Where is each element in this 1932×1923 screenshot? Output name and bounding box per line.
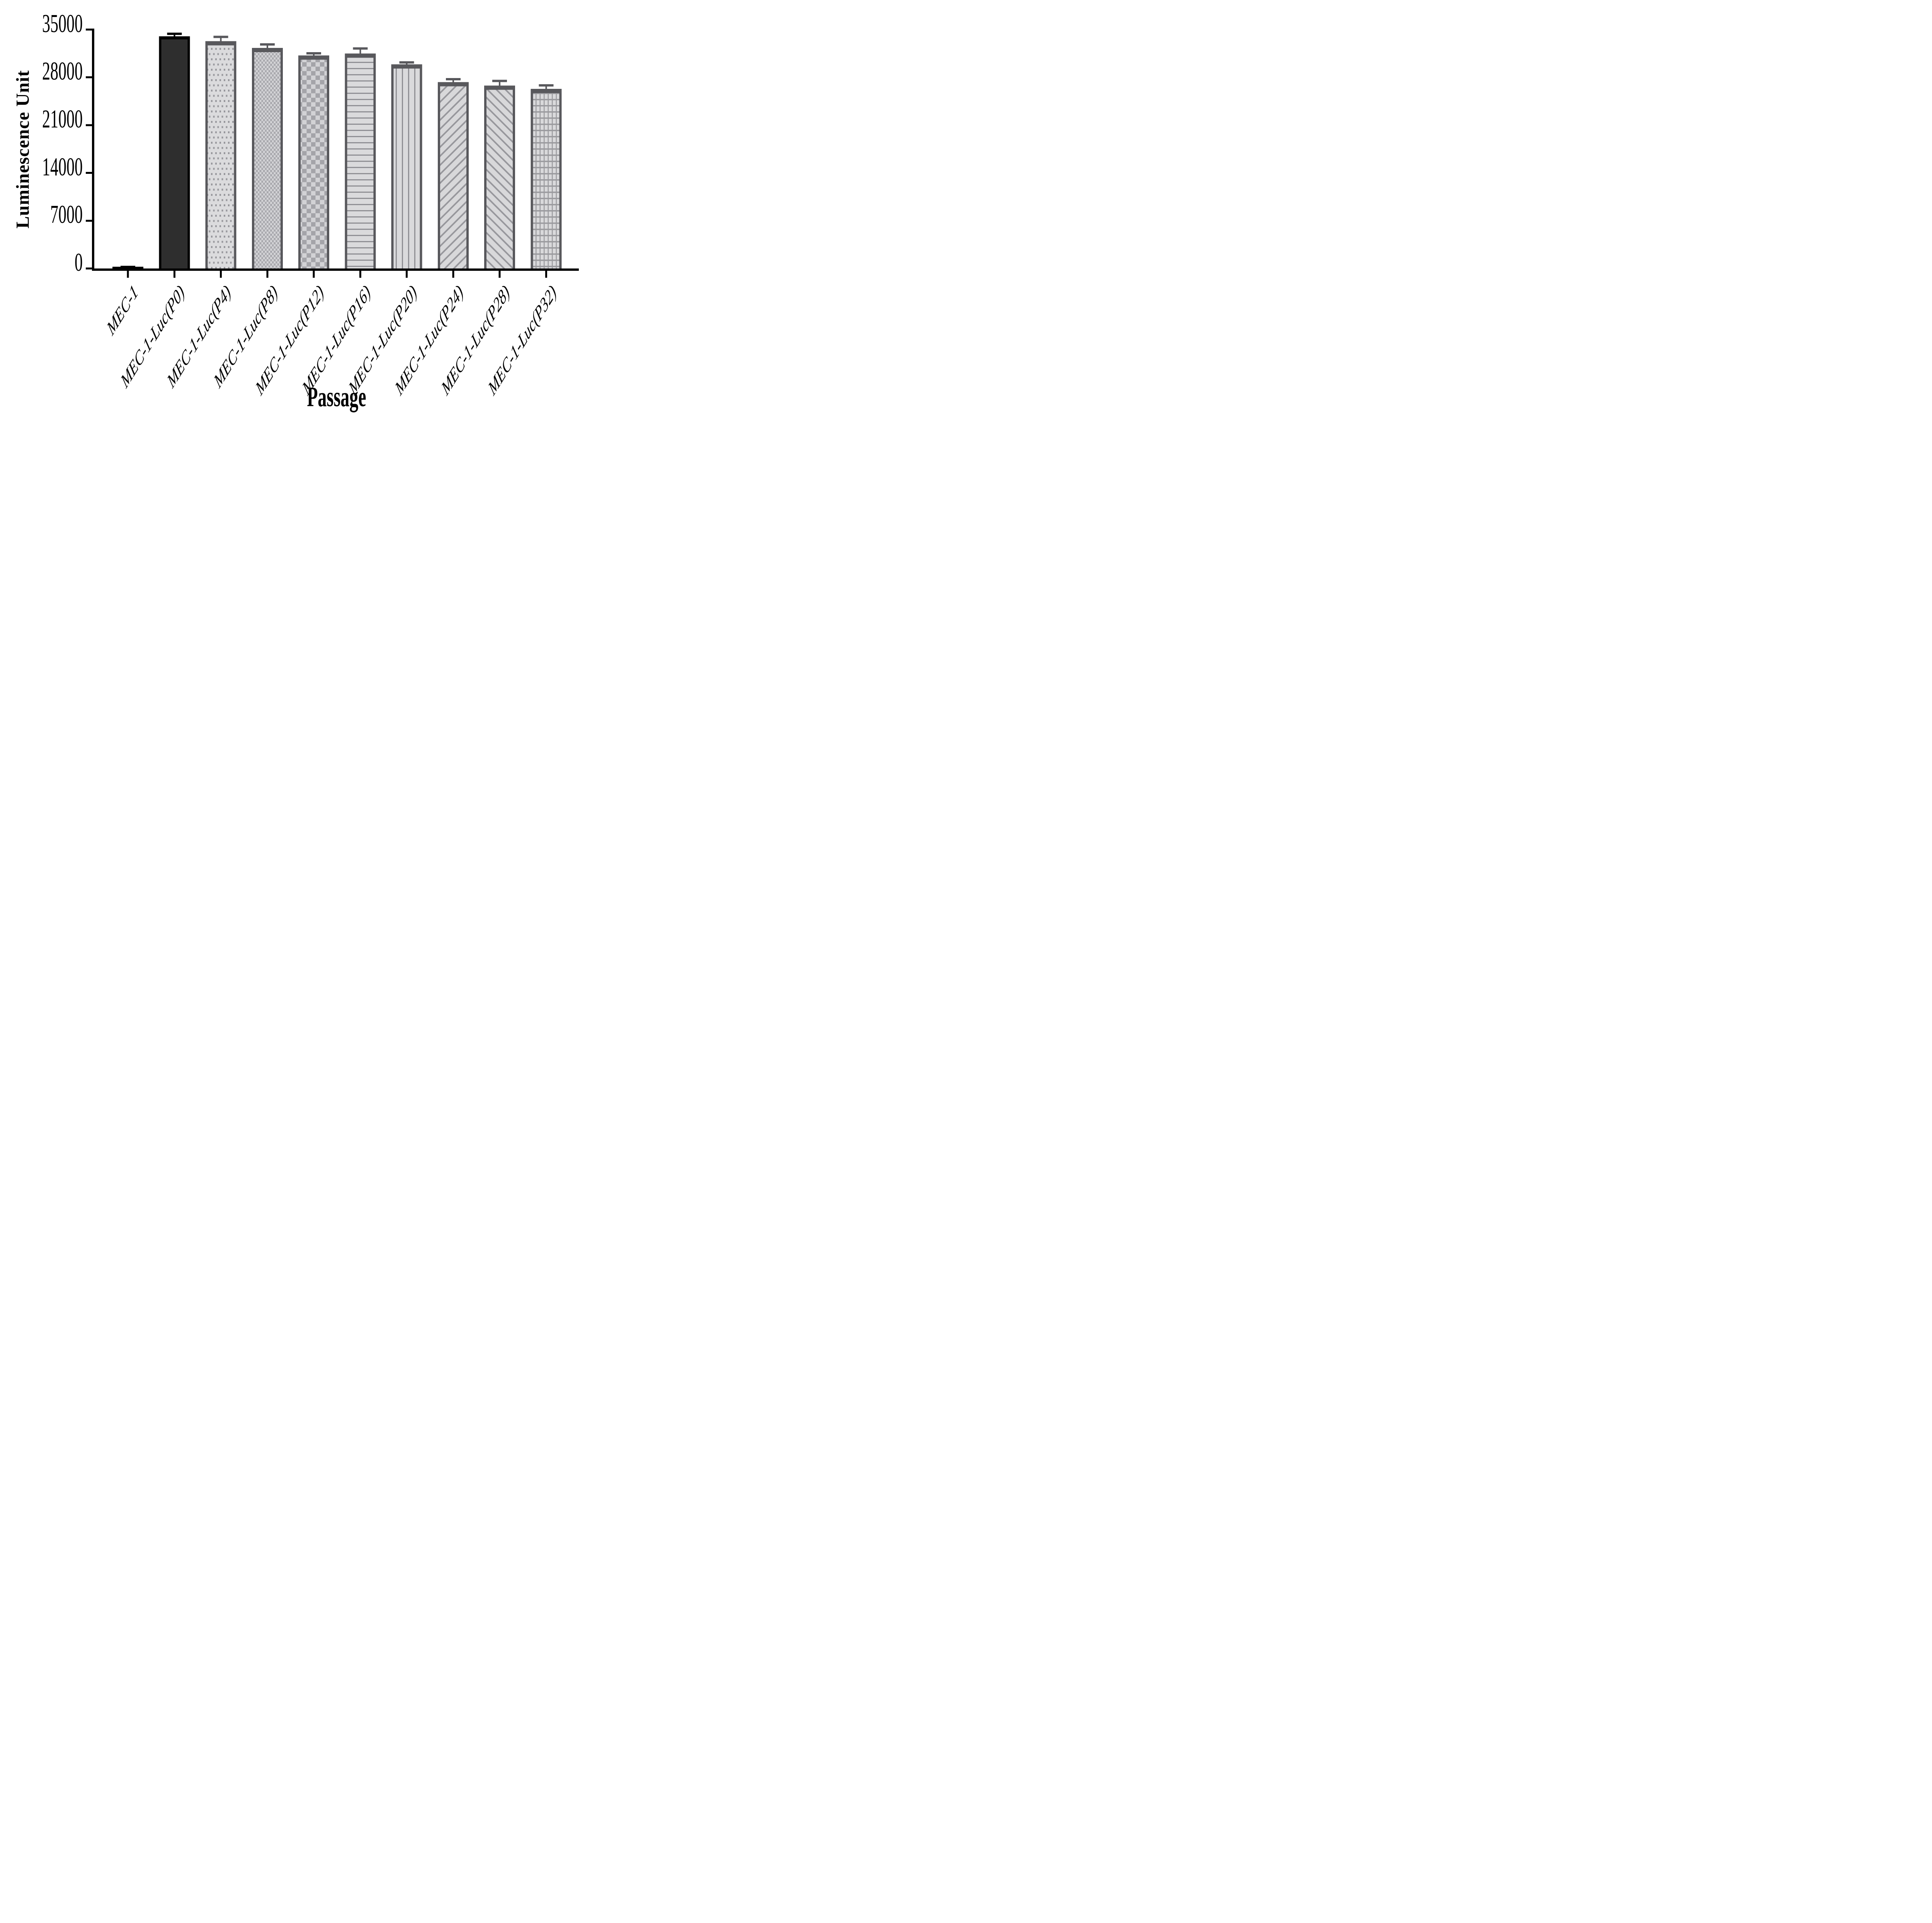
x-tick bbox=[545, 271, 547, 278]
bar-border-left bbox=[252, 48, 254, 268]
bar-border-left bbox=[298, 55, 301, 268]
error-bar-line bbox=[545, 85, 547, 91]
bar-border-left bbox=[437, 82, 440, 268]
error-bar-line bbox=[359, 48, 361, 55]
bar-group-MEC-1 bbox=[112, 265, 144, 268]
error-bar-cap bbox=[539, 84, 554, 87]
x-tick bbox=[313, 271, 315, 278]
error-bar-cap bbox=[260, 43, 275, 46]
bar bbox=[531, 89, 562, 268]
y-tick bbox=[86, 172, 92, 174]
x-tick bbox=[406, 271, 408, 278]
bar-border-right bbox=[559, 89, 562, 268]
y-tick-label: 28000 bbox=[42, 57, 83, 86]
error-bar-cap bbox=[167, 32, 182, 35]
bar-border-left bbox=[205, 41, 208, 268]
bar bbox=[345, 53, 376, 269]
bar-border-right bbox=[327, 55, 330, 268]
x-tick bbox=[359, 271, 361, 278]
error-bar-cap bbox=[213, 36, 228, 38]
y-tick bbox=[86, 29, 92, 31]
bar bbox=[252, 48, 283, 268]
bar-border-top bbox=[345, 53, 376, 58]
x-axis-title-wrap: Passage bbox=[94, 381, 579, 413]
bar-group-MEC-1-Luc(P28) bbox=[484, 80, 515, 269]
bar bbox=[205, 41, 236, 268]
error-bar-line bbox=[406, 62, 408, 66]
bar-border-top bbox=[205, 41, 236, 46]
chart-canvas bbox=[86, 29, 579, 278]
y-tick bbox=[86, 219, 92, 222]
bar-border-right bbox=[187, 36, 190, 268]
error-bar-cap bbox=[399, 61, 414, 64]
y-tick-label: 35000 bbox=[42, 9, 83, 38]
error-bar-line bbox=[499, 80, 501, 87]
bar bbox=[484, 85, 515, 269]
x-tick bbox=[498, 271, 501, 278]
bar-group-MEC-1-Luc(P12) bbox=[298, 52, 330, 268]
bar-border-top bbox=[252, 48, 283, 53]
error-bar-cap bbox=[446, 78, 461, 80]
y-tick bbox=[86, 76, 92, 78]
bar-border-right bbox=[280, 48, 283, 268]
error-bar-cap bbox=[306, 52, 321, 54]
error-bar-line bbox=[313, 53, 315, 57]
bar-border-right bbox=[513, 85, 515, 269]
bar-chart-figure: Luminescence Unit Passage 0 7000 14000 2100… bbox=[0, 0, 606, 423]
x-tick bbox=[127, 271, 129, 278]
bar-group-MEC-1-Luc(P24) bbox=[437, 78, 469, 268]
bar-border-top bbox=[437, 82, 469, 87]
bar-border-right bbox=[420, 64, 422, 269]
bar bbox=[391, 64, 422, 269]
bar-border-top bbox=[159, 36, 190, 40]
bar-border-top bbox=[391, 64, 422, 69]
y-tick-label: 14000 bbox=[42, 153, 83, 182]
bar-group-MEC-1-Luc(P8) bbox=[252, 43, 283, 268]
bar bbox=[437, 82, 469, 268]
error-bar-cap bbox=[492, 80, 507, 82]
bar bbox=[298, 55, 330, 268]
bar-border-top bbox=[484, 85, 515, 90]
x-tick bbox=[266, 271, 269, 278]
x-axis-line bbox=[92, 268, 579, 271]
y-axis-line bbox=[92, 29, 94, 271]
error-bar-line bbox=[452, 78, 454, 84]
y-tick-label: 7000 bbox=[50, 200, 83, 229]
bar-border-top bbox=[298, 55, 330, 60]
error-bar-cap bbox=[353, 47, 368, 50]
bar-group-MEC-1-Luc(P0) bbox=[159, 32, 190, 268]
y-tick bbox=[86, 124, 92, 126]
x-axis-title: Passage bbox=[307, 381, 366, 413]
bar-group-MEC-1-Luc(P20) bbox=[391, 61, 422, 269]
bar-border-top bbox=[531, 89, 562, 93]
bar bbox=[112, 267, 144, 268]
bar-group-MEC-1-Luc(P32) bbox=[531, 84, 562, 268]
x-tick bbox=[220, 271, 222, 278]
y-tick-label: 21000 bbox=[42, 105, 83, 134]
x-tick bbox=[452, 271, 454, 278]
bar-border-left bbox=[345, 53, 347, 269]
bar-border-left bbox=[159, 36, 162, 268]
bar-group-MEC-1-Luc(P16) bbox=[345, 47, 376, 269]
bar-border-right bbox=[466, 82, 469, 268]
error-bar-line bbox=[266, 44, 268, 50]
x-tick bbox=[173, 271, 175, 278]
error-bar-line bbox=[173, 33, 175, 38]
bar-border-right bbox=[373, 53, 376, 269]
bar-group-MEC-1-Luc(P4) bbox=[205, 36, 236, 268]
bar-border-left bbox=[484, 85, 487, 269]
error-bar-line bbox=[220, 36, 222, 43]
bar-border-left bbox=[391, 64, 394, 269]
bar-border-left bbox=[531, 89, 533, 268]
bar bbox=[159, 36, 190, 268]
y-tick-label: 0 bbox=[75, 248, 83, 277]
bar-border-right bbox=[234, 41, 236, 268]
y-tick bbox=[86, 267, 92, 270]
